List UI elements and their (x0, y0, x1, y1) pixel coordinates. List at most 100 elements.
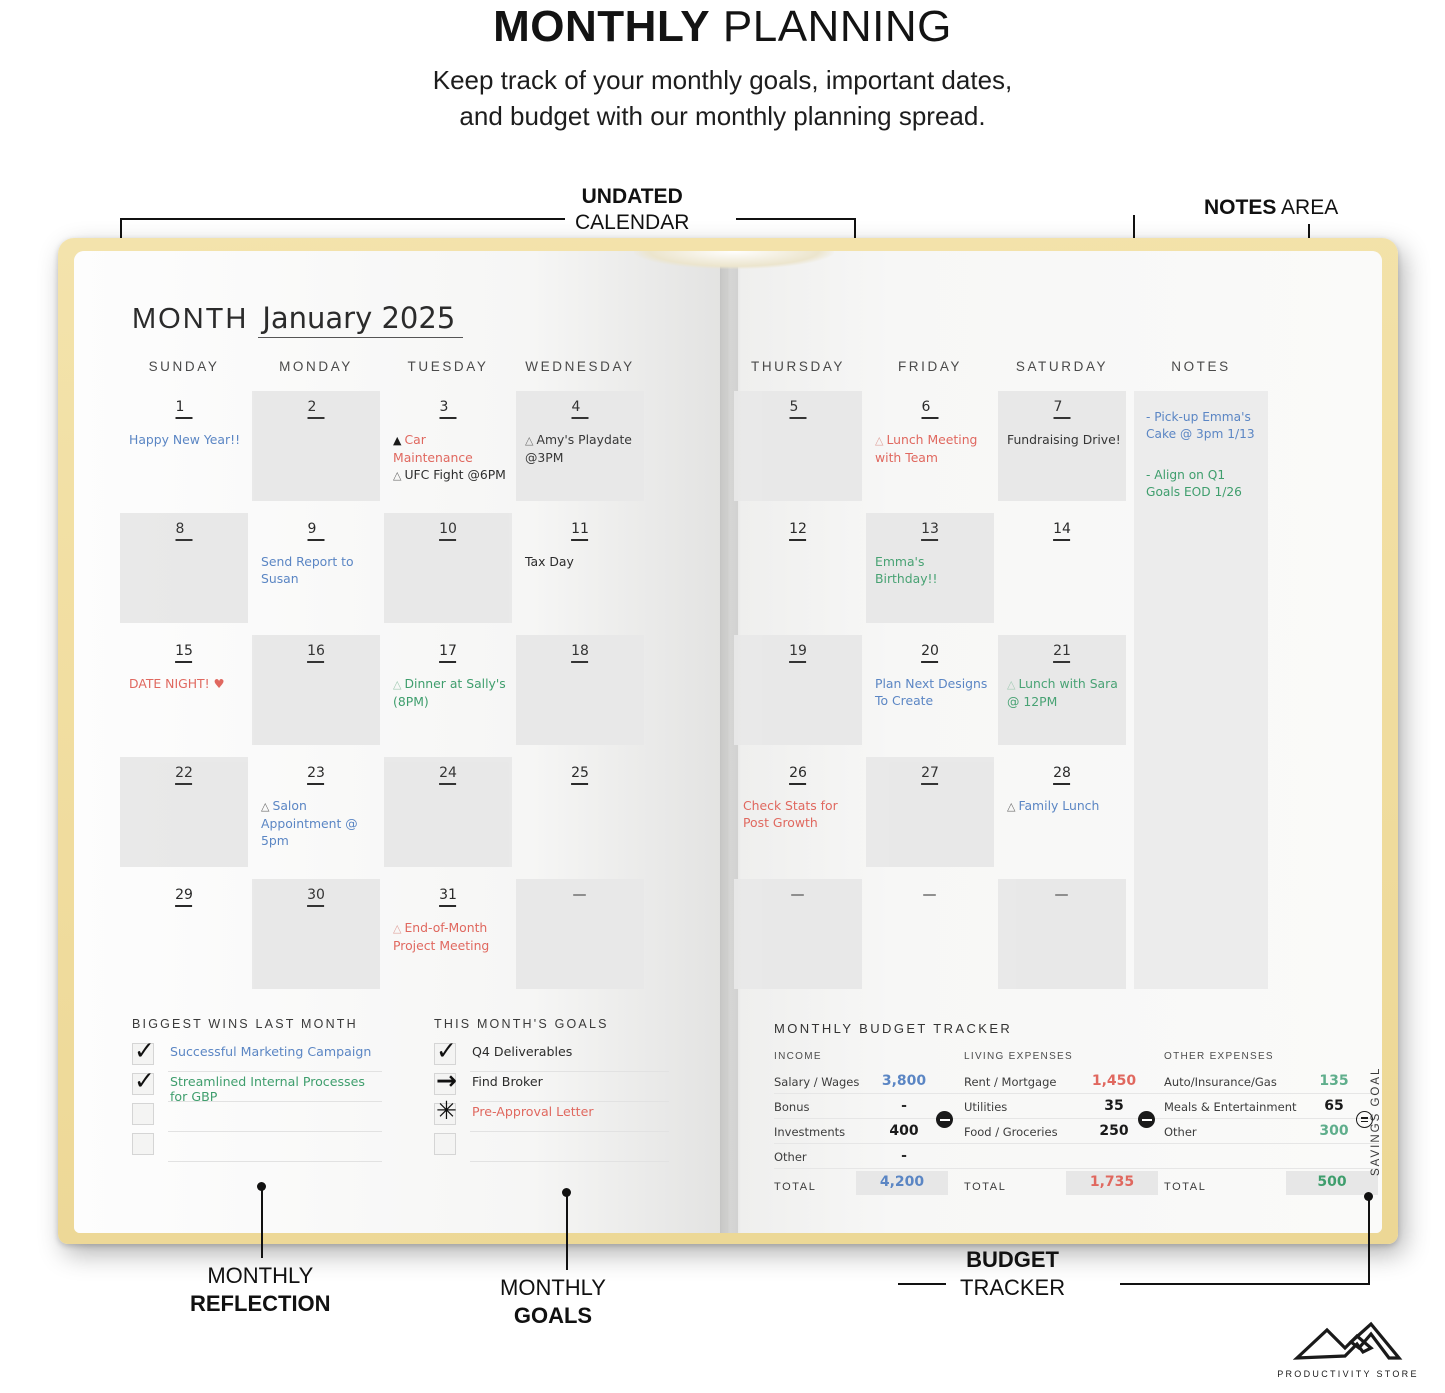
notes-area[interactable]: - Pick-up Emma's Cake @ 3pm 1/13 - Align … (1134, 391, 1268, 989)
calendar-day-cell[interactable]: 2 (252, 391, 380, 501)
calendar-day-cell[interactable]: 26 Check Stats for Post Growth (734, 757, 862, 867)
day-events[interactable]: △ Salon Appointment @ 5pm (261, 797, 375, 849)
budget-row-value[interactable]: 65 (1324, 1098, 1344, 1114)
day-events[interactable]: Tax Day (525, 553, 639, 570)
calendar-day-cell[interactable]: — (516, 879, 644, 989)
day-event[interactable]: △ Dinner at Sally's (8PM) (393, 675, 507, 710)
budget-total-value-other[interactable]: 500 (1317, 1174, 1347, 1190)
day-events[interactable]: ▲ Car Maintenance △ UFC Fight @6PM (393, 431, 507, 484)
calendar-day-cell[interactable]: 28 △ Family Lunch (998, 757, 1126, 867)
checkbox[interactable] (434, 1073, 456, 1095)
calendar-day-cell[interactable]: 12 (734, 513, 862, 623)
checkbox[interactable] (132, 1103, 154, 1125)
calendar-day-cell[interactable]: 9 Send Report to Susan (252, 513, 380, 623)
day-event[interactable]: △ Amy's Playdate @3PM (525, 431, 639, 466)
day-event[interactable]: ▲ Car Maintenance (393, 431, 507, 466)
checkbox[interactable] (434, 1133, 456, 1155)
day-event[interactable]: Tax Day (525, 553, 639, 570)
calendar-day-cell[interactable]: 4 △ Amy's Playdate @3PM (516, 391, 644, 501)
day-event[interactable]: Plan Next Designs To Create (875, 675, 989, 709)
day-event[interactable]: △ UFC Fight @6PM (393, 466, 507, 484)
calendar-day-cell[interactable]: 20 Plan Next Designs To Create (866, 635, 994, 745)
day-events[interactable]: △ Lunch Meeting with Team (875, 431, 989, 466)
budget-total-value-income[interactable]: 4,200 (879, 1174, 925, 1190)
calendar-day-cell[interactable]: 10 (384, 513, 512, 623)
day-events[interactable]: Emma's Birthday!! (875, 553, 989, 587)
goal-item[interactable]: → Find Broker (434, 1068, 669, 1102)
calendar-day-cell[interactable]: 21 △ Lunch with Sara @ 12PM (998, 635, 1126, 745)
note-item[interactable]: - Pick-up Emma's Cake @ 3pm 1/13 (1146, 410, 1255, 441)
budget-row-value[interactable]: - (901, 1148, 907, 1164)
day-event[interactable]: DATE NIGHT! ♥ (129, 675, 243, 692)
checkbox[interactable] (132, 1043, 154, 1065)
goal-text[interactable]: Pre-Approval Letter (472, 1104, 594, 1119)
calendar-day-cell[interactable]: 1 Happy New Year!! (120, 391, 248, 501)
calendar-day-cell[interactable]: 16 (252, 635, 380, 745)
calendar-day-cell[interactable]: 11 Tax Day (516, 513, 644, 623)
reflection-text[interactable]: Successful Marketing Campaign (170, 1044, 372, 1059)
goal-item[interactable]: ✓ Q4 Deliverables (434, 1038, 669, 1072)
day-events[interactable]: △ Dinner at Sally's (8PM) (393, 675, 507, 710)
budget-row-value[interactable]: 35 (1104, 1098, 1124, 1114)
checkbox[interactable] (434, 1043, 456, 1065)
goal-item[interactable] (434, 1131, 669, 1162)
budget-row-value[interactable]: 400 (889, 1123, 919, 1139)
calendar-day-cell[interactable]: 6 △ Lunch Meeting with Team (866, 391, 994, 501)
calendar-day-cell[interactable]: 23 △ Salon Appointment @ 5pm (252, 757, 380, 867)
calendar-day-cell[interactable]: 13 Emma's Birthday!! (866, 513, 994, 623)
day-events[interactable]: Fundraising Drive! (1007, 431, 1121, 448)
day-event[interactable]: Send Report to Susan (261, 553, 375, 587)
goal-item[interactable]: ✳ Pre-Approval Letter (434, 1098, 669, 1132)
calendar-day-cell[interactable]: 14 (998, 513, 1126, 623)
calendar-day-cell[interactable]: 15 DATE NIGHT! ♥ (120, 635, 248, 745)
budget-row-value[interactable]: - (901, 1098, 907, 1114)
day-events[interactable]: △ Family Lunch (1007, 797, 1121, 815)
calendar-day-cell[interactable]: 17 △ Dinner at Sally's (8PM) (384, 635, 512, 745)
calendar-day-cell[interactable]: 3 ▲ Car Maintenance △ UFC Fight @6PM (384, 391, 512, 501)
day-event[interactable]: △ Salon Appointment @ 5pm (261, 797, 375, 849)
reflection-item[interactable] (132, 1131, 382, 1162)
day-event[interactable]: △ Lunch Meeting with Team (875, 431, 989, 466)
budget-row-value[interactable]: 135 (1319, 1073, 1349, 1089)
month-field[interactable]: MONTH January 2025 (132, 301, 464, 338)
calendar-day-cell[interactable]: — (866, 879, 994, 989)
calendar-day-cell[interactable]: 22 (120, 757, 248, 867)
checkbox[interactable] (132, 1133, 154, 1155)
day-events[interactable]: Send Report to Susan (261, 553, 375, 587)
goal-text[interactable]: Find Broker (472, 1074, 543, 1089)
budget-row-value[interactable]: 250 (1099, 1123, 1129, 1139)
day-event[interactable]: △ Family Lunch (1007, 797, 1121, 815)
calendar-day-cell[interactable]: — (734, 879, 862, 989)
day-event[interactable]: Fundraising Drive! (1007, 431, 1121, 448)
calendar-day-cell[interactable]: 27 (866, 757, 994, 867)
calendar-day-cell[interactable]: 25 (516, 757, 644, 867)
month-value[interactable]: January 2025 (258, 301, 464, 338)
day-event[interactable]: Happy New Year!! (129, 431, 243, 448)
day-event[interactable]: Check Stats for Post Growth (743, 797, 857, 831)
reflection-text[interactable]: Streamlined Internal Processes for GBP (170, 1074, 365, 1104)
day-event[interactable]: Emma's Birthday!! (875, 553, 989, 587)
calendar-day-cell[interactable]: 30 (252, 879, 380, 989)
calendar-day-cell[interactable]: 7 Fundraising Drive! (998, 391, 1126, 501)
reflection-item[interactable]: ✓ Successful Marketing Campaign (132, 1038, 382, 1072)
reflection-item[interactable]: ✓ Streamlined Internal Processes for GBP (132, 1068, 382, 1104)
day-events[interactable]: DATE NIGHT! ♥ (129, 675, 243, 692)
day-events[interactable]: △ Lunch with Sara @ 12PM (1007, 675, 1121, 710)
calendar-day-cell[interactable]: — (998, 879, 1126, 989)
day-event[interactable]: △ Lunch with Sara @ 12PM (1007, 675, 1121, 710)
note-item[interactable]: - Align on Q1 Goals EOD 1/26 (1146, 468, 1242, 499)
calendar-day-cell[interactable]: 24 (384, 757, 512, 867)
checkbox[interactable] (132, 1073, 154, 1095)
day-events[interactable]: △ Amy's Playdate @3PM (525, 431, 639, 466)
day-event[interactable]: △ End-of-Month Project Meeting (393, 919, 507, 954)
budget-total-value-living[interactable]: 1,735 (1089, 1174, 1135, 1190)
goal-text[interactable]: Q4 Deliverables (472, 1044, 573, 1059)
budget-row-value[interactable]: 3,800 (881, 1073, 927, 1089)
day-events[interactable]: △ End-of-Month Project Meeting (393, 919, 507, 954)
day-events[interactable]: Happy New Year!! (129, 431, 243, 448)
day-events[interactable]: Plan Next Designs To Create (875, 675, 989, 709)
calendar-day-cell[interactable]: 5 (734, 391, 862, 501)
reflection-item[interactable] (132, 1101, 382, 1132)
calendar-day-cell[interactable]: 19 (734, 635, 862, 745)
budget-row-value[interactable]: 300 (1319, 1123, 1349, 1139)
